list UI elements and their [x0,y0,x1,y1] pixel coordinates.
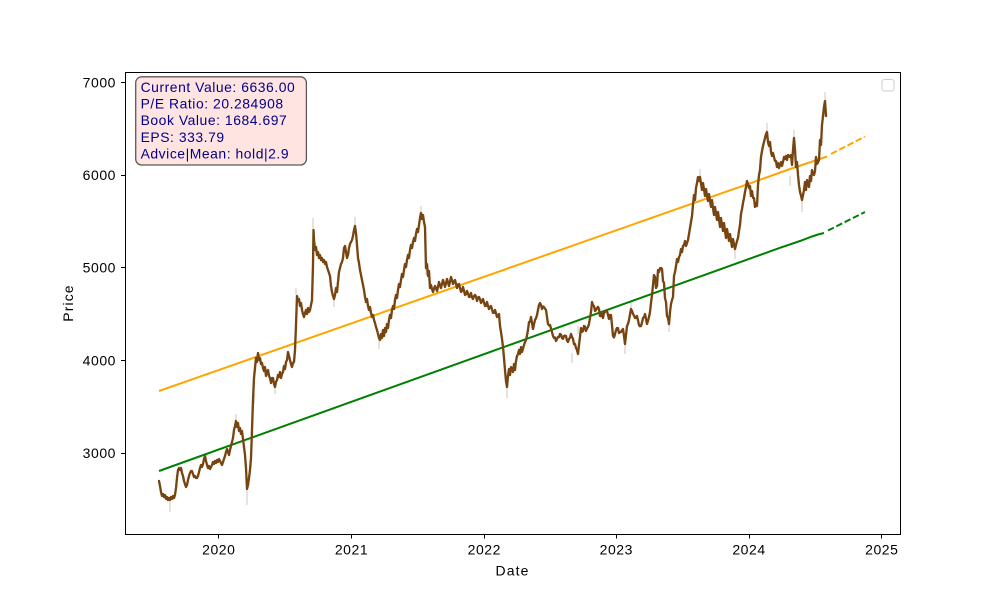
svg-text:3000: 3000 [83,445,116,461]
svg-text:Book Value: 1684.697: Book Value: 1684.697 [141,112,288,128]
svg-text:2021: 2021 [335,542,368,558]
svg-text:Advice|Mean: hold|2.9: Advice|Mean: hold|2.9 [141,146,290,162]
svg-text:2023: 2023 [600,542,633,558]
svg-text:EPS: 333.79: EPS: 333.79 [141,129,225,145]
svg-text:6000: 6000 [83,167,116,183]
svg-text:Price: Price [60,284,76,321]
svg-text:Date: Date [496,563,530,579]
svg-text:2020: 2020 [202,542,235,558]
svg-text:Current Value: 6636.00: Current Value: 6636.00 [141,79,296,95]
svg-text:7000: 7000 [83,74,116,90]
svg-text:2025: 2025 [865,542,898,558]
svg-text:5000: 5000 [83,260,116,276]
svg-text:2022: 2022 [468,542,501,558]
svg-text:2024: 2024 [732,542,765,558]
svg-text:P/E Ratio: 20.284908: P/E Ratio: 20.284908 [141,96,284,112]
svg-text:4000: 4000 [83,352,116,368]
